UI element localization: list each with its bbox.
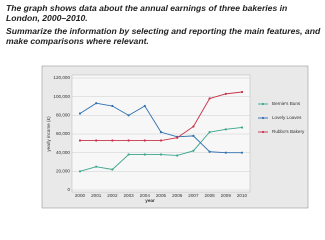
point [127, 153, 130, 156]
point [192, 149, 195, 152]
point [224, 151, 227, 154]
y-tick-label: 120,000 [53, 75, 70, 80]
y-tick-label: 60,000 [56, 131, 70, 136]
x-tick-label: 2002 [107, 193, 118, 198]
x-tick-label: 2010 [237, 193, 248, 198]
x-tick-label: 2008 [204, 193, 215, 198]
point [224, 92, 227, 95]
point [78, 112, 82, 115]
point [78, 139, 82, 142]
x-tick-label: 2004 [140, 193, 151, 198]
point [95, 102, 98, 105]
x-tick-label: 2007 [188, 193, 199, 198]
task-description: The graph shows data about the annual ea… [6, 3, 288, 23]
x-tick-label: 2006 [172, 193, 183, 198]
point [208, 131, 211, 134]
point [176, 136, 179, 139]
page: {"task": {"description": "The graph show… [6, 3, 321, 209]
task-instruction: Summarize the information by selecting a… [6, 26, 321, 46]
point [159, 139, 163, 142]
point [159, 153, 163, 156]
x-tick-label: 2000 [75, 193, 86, 198]
legend-marker [261, 130, 265, 134]
point [127, 114, 130, 117]
x-tick-label: 2001 [91, 193, 102, 198]
point [192, 134, 195, 137]
y-tick-label: 80,000 [56, 113, 70, 118]
chart: year yearly income (£) 0 20,000 40,000 60,0… [41, 65, 309, 209]
x-tick-label: 2005 [156, 193, 167, 198]
y-tick-label: 0 [67, 187, 70, 192]
y-tick-label: 100,000 [53, 94, 70, 99]
point [192, 125, 195, 128]
point [208, 97, 211, 100]
point [95, 139, 98, 142]
y-tick-label: 20,000 [56, 169, 70, 174]
legend-marker [261, 102, 265, 106]
point [240, 126, 244, 129]
point [143, 104, 146, 108]
point [240, 151, 244, 154]
x-tick-label: 2003 [123, 193, 134, 198]
point [78, 170, 82, 173]
x-tick-label: 2009 [221, 193, 232, 198]
legend-marker [261, 116, 265, 120]
point [111, 139, 114, 142]
point [240, 90, 244, 94]
point [208, 150, 211, 153]
point [127, 139, 130, 142]
legend-label: Lovely Loaves [272, 115, 302, 120]
point [111, 104, 114, 108]
y-axis-label: yearly income (£) [46, 116, 51, 152]
point [176, 154, 179, 157]
legend-label: Rubbo's Bakery [272, 129, 305, 134]
x-axis-label: year [145, 198, 155, 203]
point [159, 131, 163, 134]
point [95, 165, 98, 168]
plot-area [71, 74, 251, 193]
point [143, 139, 146, 142]
y-tick-label: 40,000 [56, 150, 70, 155]
point [224, 128, 227, 131]
legend-label: Bernie's Buns [272, 101, 301, 106]
point [143, 153, 146, 156]
point [111, 168, 114, 171]
